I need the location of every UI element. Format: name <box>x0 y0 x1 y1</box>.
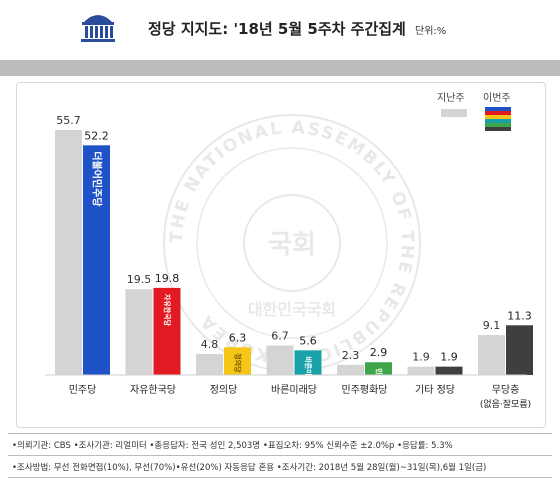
survey-method-line: •조사방법: 무선 전화면접(10%), 무선(70%)•유선(20%) 자동응… <box>12 463 487 473</box>
category-label-3: 바른미래당 <box>271 384 317 396</box>
header-divider <box>0 60 560 76</box>
value-labels: 55.752.2 19.5 19.8 4.8 6.3 6.7 5.6 2.3 2.9 1.9 1.9… <box>56 114 532 364</box>
legend-current-label: 이번주 <box>483 92 511 104</box>
category-label-0: 민주당 <box>69 384 97 396</box>
value-label-previous-2: 4.8 <box>201 338 219 351</box>
legend-previous-label: 지난주 <box>437 92 465 104</box>
category-label-6: 무당층 <box>492 384 520 396</box>
value-label-previous-4: 2.3 <box>342 349 360 362</box>
bar-current-2 <box>224 347 251 375</box>
footer-rule-top <box>8 433 552 434</box>
bar-current-0 <box>83 145 110 375</box>
footer: •의뢰기관: CBS •조사기관: 리얼미터 •총응답자: 전국 성인 2,50… <box>8 433 552 481</box>
legend-current-swatch-0 <box>485 107 511 111</box>
chart-panel: THE NATIONAL ASSEMBLY OF THE REPUBLIC OF… <box>16 82 546 428</box>
category-label-2: 정의당 <box>210 384 238 396</box>
watermark-bottom-text: 대한민국국회 <box>248 300 336 319</box>
bar-logo-1: 자유한국당 <box>163 294 172 327</box>
legend-current-swatch-4 <box>485 123 511 127</box>
legend-current-swatches <box>485 107 511 131</box>
value-label-current-5: 1.9 <box>440 351 458 364</box>
value-label-previous-6: 9.1 <box>483 319 501 332</box>
category-label-4: 민주평화당 <box>342 384 388 396</box>
footer-rule-bottom <box>8 477 552 478</box>
bar-previous-1 <box>125 289 153 375</box>
bar-current-5 <box>435 366 463 375</box>
bar-chart: THE NATIONAL ASSEMBLY OF THE REPUBLIC OF… <box>45 92 533 410</box>
unit-label: 단위:% <box>415 26 447 37</box>
bar-previous-5 <box>407 366 435 375</box>
national-assembly-icon <box>81 15 115 42</box>
bar-current-6 <box>506 325 533 375</box>
survey-info-line: •의뢰기관: CBS •조사기관: 리얼미터 •총응답자: 전국 성인 2,50… <box>12 441 453 451</box>
value-label-current-2: 6.3 <box>229 331 247 344</box>
value-label-previous-5: 1.9 <box>412 351 430 364</box>
legend: 지난주 이번주 <box>437 92 511 131</box>
value-label-current-0: 52.2 <box>84 129 109 142</box>
value-label-previous-0: 55.7 <box>56 114 81 127</box>
legend-current-swatch-3 <box>485 119 511 123</box>
bar-previous-6 <box>478 334 505 375</box>
value-label-current-1: 19.8 <box>155 272 180 285</box>
bar-previous-0 <box>55 129 82 375</box>
bars <box>45 129 533 376</box>
watermark-center-text: 국회 <box>268 230 316 260</box>
bar-logo-0: 더불어민주당 <box>91 151 104 207</box>
bar-previous-4 <box>337 364 364 375</box>
category-labels: 민주당 자유한국당 정의당 바른미래당 민주평화당 기타 정당 무당층 (없음·잘모름) <box>69 384 531 410</box>
header: 정당 지지도: '18년 5월 5주차 주간집계 단위:% <box>0 0 560 58</box>
category-sublabel-6: (없음·잘모름) <box>480 398 531 410</box>
bar-current-4 <box>365 362 392 375</box>
national-assembly-seal-watermark: THE NATIONAL ASSEMBLY OF THE REPUBLIC OF… <box>163 114 421 372</box>
legend-previous-swatch <box>441 109 467 117</box>
bar-previous-2 <box>196 353 223 375</box>
category-label-1: 자유한국당 <box>130 384 176 396</box>
bar-previous-3 <box>266 345 294 375</box>
bar-current-3 <box>294 350 322 375</box>
value-label-current-6: 11.3 <box>507 309 532 322</box>
category-label-5: 기타 정당 <box>415 384 455 396</box>
legend-current-swatch-5 <box>485 127 511 131</box>
legend-current-swatch-1 <box>485 111 511 115</box>
bar-logo-2: 정의당 <box>234 353 243 373</box>
legend-current-swatch-2 <box>485 115 511 119</box>
value-label-previous-3: 6.7 <box>271 330 289 343</box>
value-label-current-3: 5.6 <box>299 334 317 347</box>
page-title: 정당 지지도: '18년 5월 5주차 주간집계 <box>148 20 406 38</box>
bar-current-1 <box>153 287 181 375</box>
bar-logo-3: 바른미래당 <box>304 356 313 389</box>
bar-logo-4: 민주평화당 <box>375 368 384 401</box>
value-label-current-4: 2.9 <box>370 346 388 359</box>
value-label-previous-1: 19.5 <box>127 273 152 286</box>
footer-rule-middle <box>8 455 552 456</box>
